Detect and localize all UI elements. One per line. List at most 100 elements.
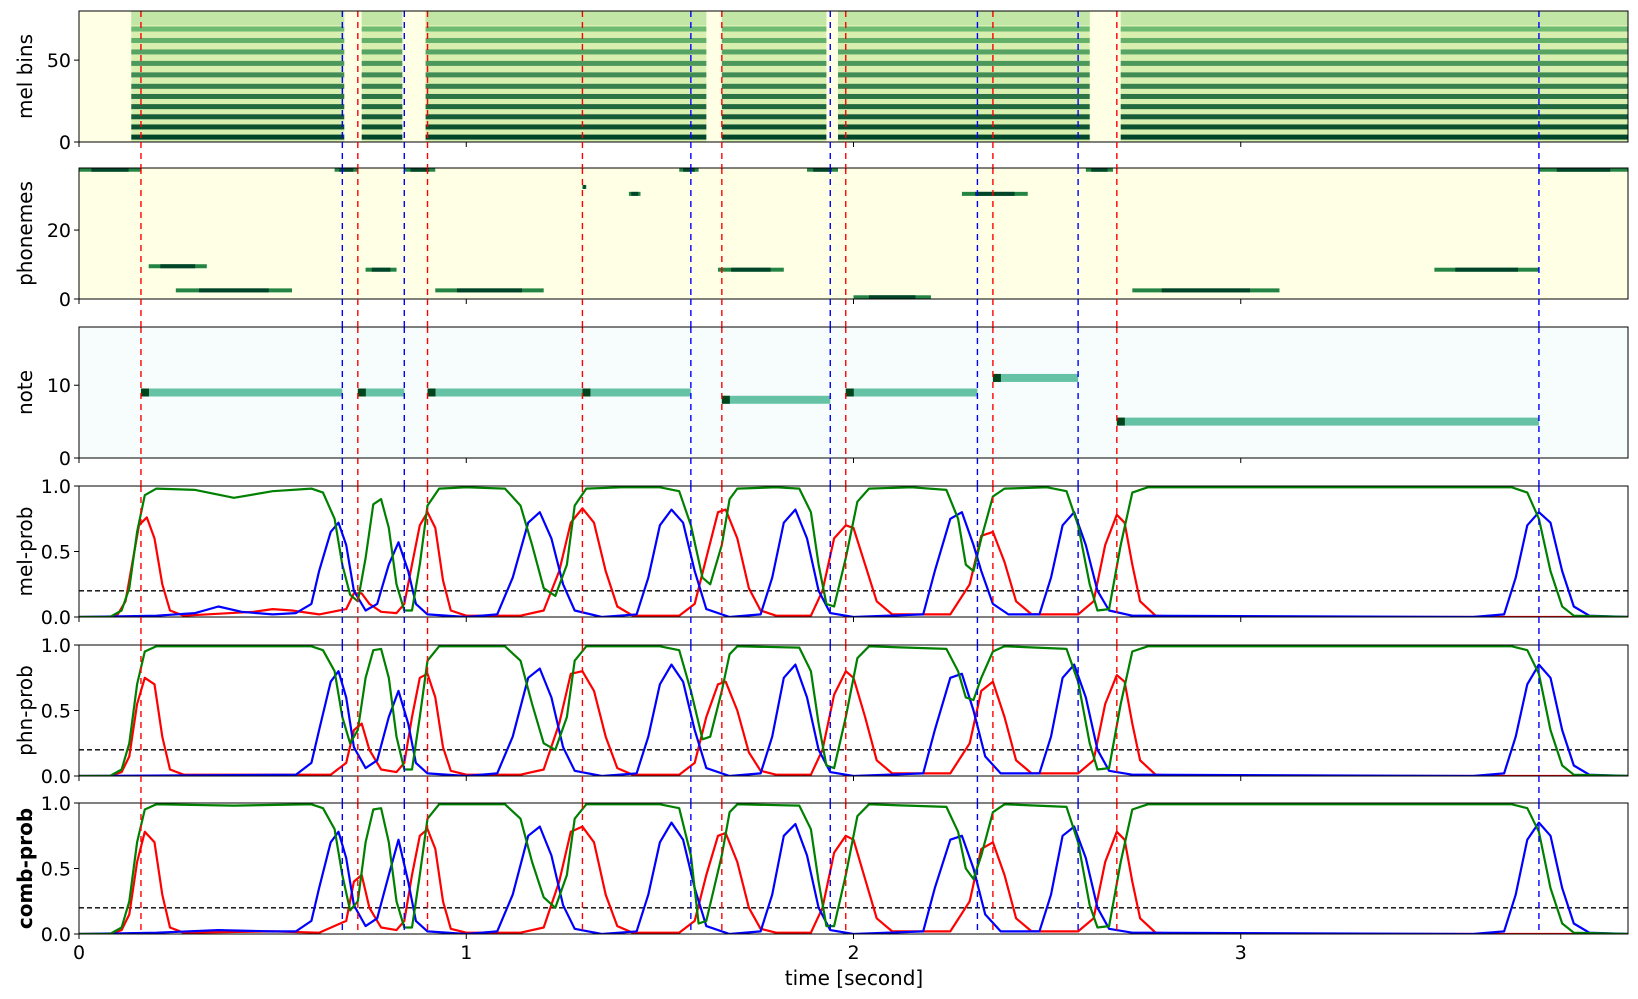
note-bar: [721, 395, 831, 404]
spectrogram-harmonic: [721, 104, 827, 110]
y-tick-label: 1.0: [41, 635, 71, 657]
phoneme-activation-peak: [731, 267, 771, 272]
spectrogram-harmonic: [721, 37, 827, 43]
spectrogram-harmonic: [425, 83, 707, 89]
spectrogram-harmonic: [131, 114, 345, 120]
spectrogram-harmonic: [361, 60, 403, 66]
spectrogram-harmonic: [838, 72, 1090, 78]
spectrogram-harmonic: [1538, 134, 1628, 140]
phoneme-activation-peak: [683, 168, 695, 172]
spectrogram-harmonic: [1120, 114, 1539, 120]
spectrogram-harmonic: [361, 26, 403, 32]
note-onset-marker: [357, 388, 366, 397]
phoneme-activation-peak: [91, 168, 129, 172]
spectrogram-harmonic: [425, 124, 707, 130]
spectrogram-harmonic: [131, 49, 345, 55]
phoneme-activation-peak: [1556, 168, 1611, 172]
note-onset-marker: [427, 388, 436, 397]
spectrogram-upper-band: [1120, 11, 1539, 25]
spectrogram-harmonic: [1538, 83, 1628, 89]
spectrogram-harmonic: [131, 60, 345, 66]
series-line: [79, 803, 1628, 934]
note-onset-marker: [721, 395, 730, 404]
note-bar: [427, 388, 583, 397]
plot-area: [79, 803, 1628, 934]
spectrogram-harmonic: [361, 104, 403, 110]
spectrogram-harmonic: [425, 134, 707, 140]
plot-area: [79, 486, 1628, 617]
note-bar: [582, 388, 691, 397]
spectrogram-harmonic: [1120, 124, 1539, 130]
spectrogram-harmonic: [131, 26, 345, 32]
panel-phonemes: 0 20 phonemes: [13, 167, 1629, 311]
y-axis-label: phonemes: [13, 181, 37, 286]
plot-area: [79, 11, 1628, 142]
spectrogram-harmonic: [838, 37, 1090, 43]
spectrogram-upper-band: [838, 11, 1090, 25]
spectrogram-harmonic: [131, 83, 345, 89]
y-tick-label: 0.0: [41, 924, 71, 946]
spectrogram-harmonic: [721, 72, 827, 78]
series-line: [79, 663, 1628, 776]
spectrogram-harmonic: [361, 114, 403, 120]
phoneme-background: [79, 168, 1628, 299]
panel-frame: [78, 802, 1629, 935]
phoneme-activation-peak: [975, 191, 1015, 196]
note-bar: [992, 373, 1079, 382]
phoneme-activation-peak: [160, 264, 196, 269]
spectrogram-harmonic: [838, 114, 1090, 120]
y-tick-label: 0: [59, 289, 71, 311]
spectrogram-harmonic: [1538, 114, 1628, 120]
spectrogram-harmonic: [1120, 134, 1539, 140]
panel-note: 0 10 note: [13, 326, 1629, 470]
spectrogram-harmonic: [361, 72, 403, 78]
phoneme-activation-peak: [1455, 267, 1519, 272]
spectrogram-upper-band: [361, 11, 403, 25]
spectrogram-harmonic: [425, 104, 707, 110]
spectrogram-harmonic: [838, 124, 1090, 130]
phoneme-activation-peak: [631, 191, 639, 196]
spectrogram-upper-band: [425, 11, 707, 25]
spectrogram-harmonic: [1120, 104, 1539, 110]
spectrogram-harmonic: [721, 134, 827, 140]
y-axis-label: mel bins: [13, 34, 37, 119]
plot-area: [79, 168, 1628, 299]
spectrogram-harmonic: [721, 49, 827, 55]
spectrogram-harmonic: [361, 83, 403, 89]
spectrogram-harmonic: [1538, 93, 1628, 99]
spectrogram-harmonic: [1538, 37, 1628, 43]
spectrogram-harmonic: [361, 124, 403, 130]
spectrogram-harmonic: [721, 60, 827, 66]
phoneme-activation-peak: [1161, 288, 1251, 293]
phoneme-activation-peak: [410, 168, 430, 172]
y-tick-label: 0: [59, 132, 71, 154]
spectrogram-harmonic: [1538, 72, 1628, 78]
phoneme-activation-peak: [1091, 168, 1108, 172]
spectrogram-harmonic: [1120, 83, 1539, 89]
spectrogram-harmonic: [361, 49, 403, 55]
spectrogram-harmonic: [131, 134, 345, 140]
phoneme-activation-peak: [868, 295, 916, 299]
spectrogram-harmonic: [721, 93, 827, 99]
y-tick-label: 20: [47, 220, 71, 242]
note-bar: [357, 388, 405, 397]
y-tick-label: 10: [47, 375, 71, 397]
spectrogram-harmonic: [425, 114, 707, 120]
spectrogram-harmonic: [1120, 93, 1539, 99]
note-bar: [845, 388, 978, 397]
spectrogram-harmonic: [131, 93, 345, 99]
spectrogram-harmonic: [425, 26, 707, 32]
panel-frame: [78, 644, 1629, 777]
series-line: [79, 670, 1628, 776]
spectrogram-harmonic: [131, 124, 345, 130]
spectrogram-harmonic: [361, 37, 403, 43]
note-onset-marker: [582, 388, 591, 397]
plot-area: [79, 645, 1628, 776]
series-line: [79, 486, 1628, 617]
y-tick-label: 0.5: [41, 701, 71, 723]
y-tick-label: 1.0: [41, 476, 71, 498]
spectrogram-harmonic: [838, 26, 1090, 32]
